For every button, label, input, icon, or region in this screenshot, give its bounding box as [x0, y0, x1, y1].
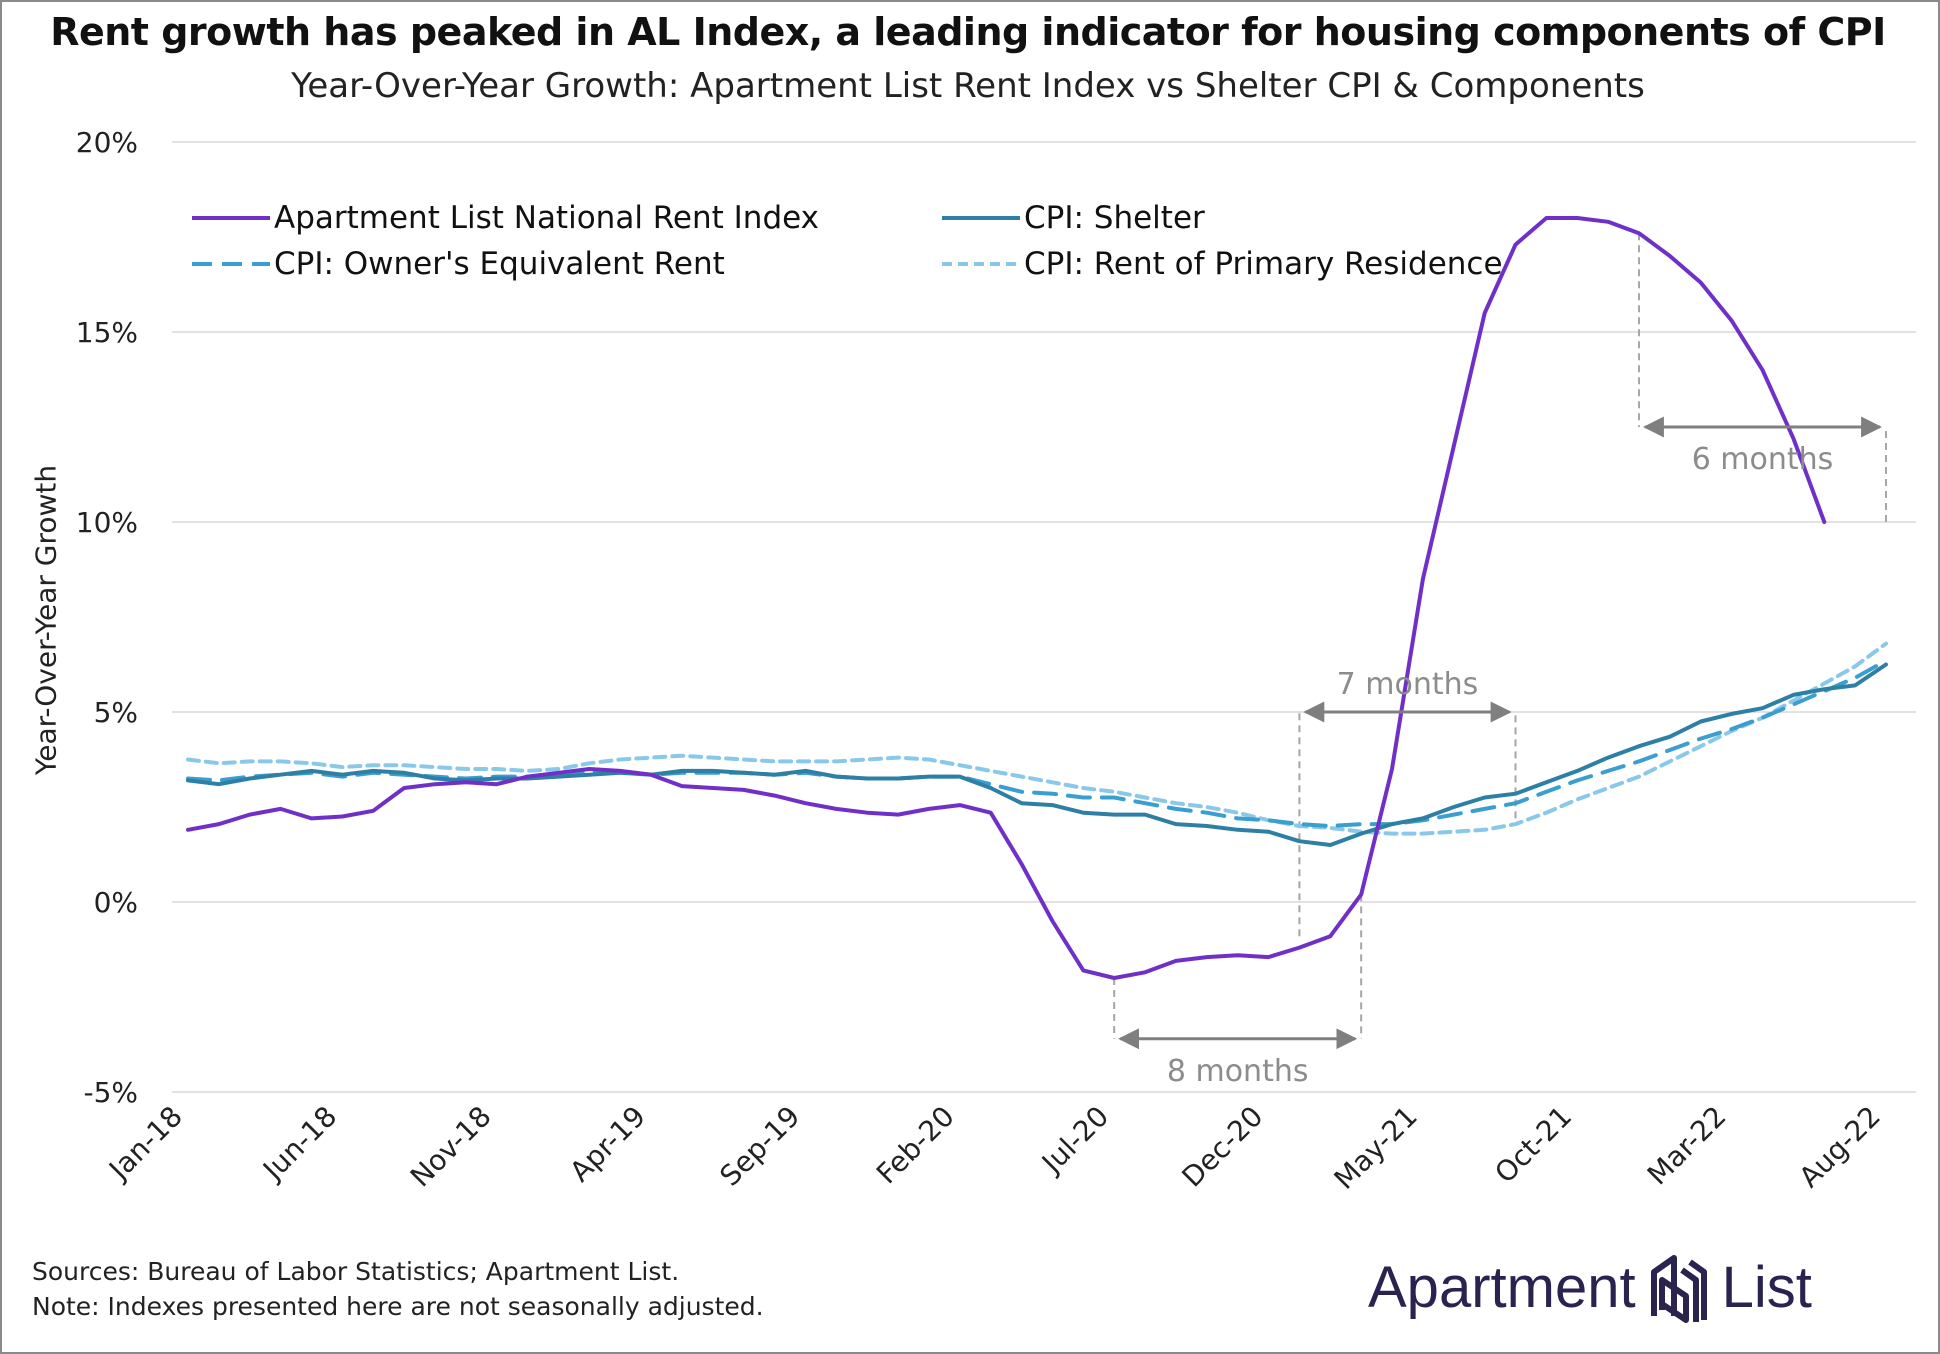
brand-word-apartment: Apartment	[1368, 1254, 1636, 1320]
seasonal-adjustment-note: Note: Indexes presented here are not sea…	[32, 1292, 764, 1321]
chart-subtitle: Year-Over-Year Growth: Apartment List Re…	[291, 66, 1645, 106]
annotation-label: 7 months	[1337, 667, 1479, 702]
legend-label: CPI: Rent of Primary Residence	[1024, 246, 1503, 282]
apartment-list-logo-icon	[1650, 1255, 1707, 1323]
y-tick-labels: -5% 0% 5% 10% 15% 20%	[76, 126, 138, 1109]
series-line	[186, 641, 1888, 836]
x-tick-labels: Jan-18 Jun-18 Nov-18 Apr-19 Sep-19 Feb-20 Jul-…	[101, 1100, 1887, 1196]
annotation-label: 6 months	[1692, 442, 1834, 477]
grid	[172, 141, 1916, 1093]
y-tick-label: -5%	[83, 1076, 138, 1109]
x-tick-label: Apr-19	[563, 1100, 652, 1189]
series-line	[186, 658, 1888, 828]
legend-label: Apartment List National Rent Index	[274, 200, 819, 236]
series-line	[186, 216, 1827, 980]
sources-note: Sources: Bureau of Labor Statistics; Apa…	[32, 1257, 680, 1286]
apartment-list-logo: Apartment List	[1368, 1250, 1812, 1324]
x-tick-label: Nov-18	[404, 1100, 498, 1194]
legend: Apartment List National Rent Index CPI: S…	[192, 200, 1503, 282]
series-lines	[186, 216, 1888, 980]
y-tick-label: 20%	[76, 126, 138, 159]
annotations: 6 months 7 months 8 months	[1118, 416, 1883, 1089]
x-tick-label: Feb-20	[870, 1100, 961, 1191]
x-tick-label: May-21	[1328, 1100, 1424, 1196]
x-tick-label: Aug-22	[1793, 1100, 1887, 1194]
annotation-label: 8 months	[1167, 1054, 1309, 1089]
x-tick-label: Jan-18	[101, 1100, 189, 1188]
y-tick-label: 10%	[76, 506, 138, 539]
brand-word-list: List	[1721, 1254, 1812, 1320]
x-tick-label: Mar-22	[1641, 1100, 1733, 1192]
x-tick-label: Jul-20	[1034, 1100, 1115, 1181]
x-tick-label: Sep-19	[713, 1100, 806, 1193]
y-tick-label: 0%	[94, 886, 138, 919]
chart-title: Rent growth has peaked in AL Index, a le…	[50, 10, 1886, 54]
legend-label: CPI: Shelter	[1024, 200, 1205, 236]
series-line	[186, 662, 1888, 847]
x-tick-label: Oct-21	[1488, 1100, 1578, 1190]
x-tick-label: Dec-20	[1176, 1100, 1270, 1194]
annotation-guides	[1113, 233, 1887, 1039]
y-tick-label: 5%	[94, 696, 138, 729]
legend-label: CPI: Owner's Equivalent Rent	[274, 246, 725, 282]
x-tick-label: Jun-18	[255, 1100, 343, 1188]
y-tick-label: 15%	[76, 316, 138, 349]
